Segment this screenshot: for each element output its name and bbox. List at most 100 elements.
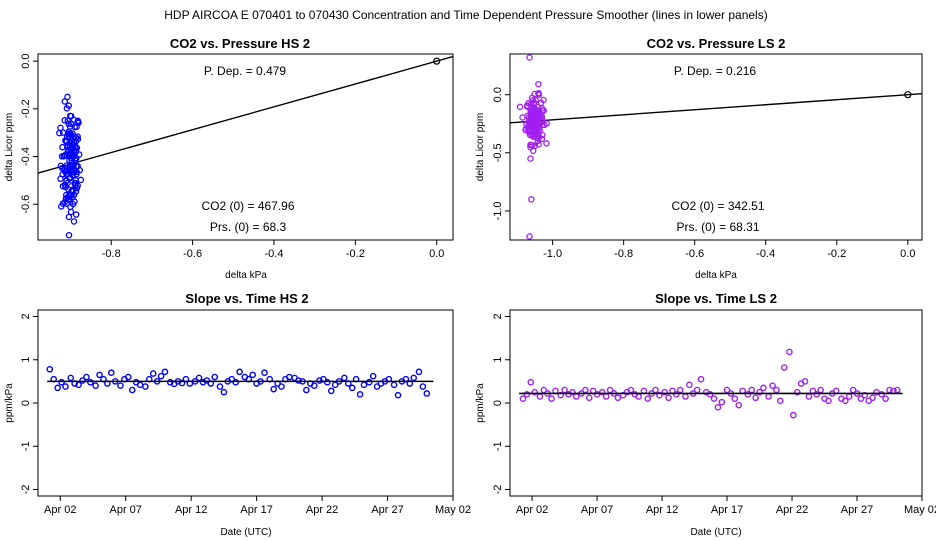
panel-ls-pressure-point <box>535 141 542 148</box>
panel-ls-time-point <box>661 388 668 396</box>
panel-hs-time-point <box>79 377 86 384</box>
panel-hs-time-point <box>394 391 402 399</box>
panel-hs-time-point <box>58 378 65 386</box>
panel-hs-time-point <box>178 379 186 387</box>
panel-hs-time-point <box>75 381 82 389</box>
panel-ls-pressure: CO2 vs. Pressure LS 2 P. Dep. = 0.216 CO… <box>475 36 923 281</box>
panel-ls-pressure-point <box>526 54 533 61</box>
panel-hs-pressure-point <box>67 208 75 216</box>
panel-ls-pressure-point <box>527 155 534 162</box>
panel-hs-time-point <box>161 368 169 376</box>
panel-ls-time-xtick-label: Apr 12 <box>646 504 678 516</box>
panel-ls-time-point <box>697 375 705 383</box>
panel-hs-pressure-point <box>70 218 78 225</box>
panel-ls-pressure-title: CO2 vs. Pressure LS 2 <box>647 36 786 51</box>
panel-ls-time-point <box>682 393 689 400</box>
panel-hs-pressure-point <box>74 118 82 125</box>
panel-hs-pressure-point <box>77 176 85 184</box>
panel-ls-time-point <box>760 384 767 392</box>
panel-hs-pressure-marks: -0.8 -0.6 -0.4 -0.2 0.0 0.0 -0.2 -0.4 -0.6 <box>20 54 453 260</box>
panel-ls-time-point <box>773 386 780 394</box>
panel-ls-pressure-point <box>519 114 526 121</box>
panel-hs-time-point <box>46 365 54 373</box>
panel-ls-time-point <box>861 391 869 399</box>
panel-hs-pressure-ytick-label: 0.0 <box>20 54 32 69</box>
panel-hs-time-ytick-label: 0 <box>20 400 32 406</box>
panel-ls-pressure-point <box>528 94 536 102</box>
panel-hs-pressure-point <box>61 98 69 105</box>
panel-hs-time-point <box>142 383 149 390</box>
panel-hs-time-frame <box>37 309 454 497</box>
panel-ls-pressure-prs-0: Prs. (0) = 68.31 <box>676 220 759 234</box>
panel-hs-pressure-point <box>62 191 70 199</box>
panel-hs-time-xtick-label: Apr 17 <box>240 504 272 516</box>
panel-hs-pressure-xtick-label: -0.2 <box>346 248 365 260</box>
panel-hs-time-ytick-label: -1 <box>20 441 32 451</box>
panel-ls-pressure-point <box>529 147 537 155</box>
panel-ls-time-point <box>813 391 821 398</box>
panel-hs-time: Slope vs. Time HS 2 Date (UTC) ppm/kPa A… <box>4 291 471 538</box>
panel-hs-time-point <box>236 368 243 376</box>
panel-hs-pressure-point <box>66 191 73 199</box>
panel-hs-time-point <box>92 382 99 389</box>
page-title: HDP AIRCOA E 070401 to 070430 Concentrat… <box>164 8 767 22</box>
panel-ls-time-point <box>548 395 555 402</box>
panel-hs-time-xtick-label: Apr 22 <box>306 504 338 516</box>
panel-ls-time-point <box>735 401 743 409</box>
panel-hs-pressure-xlabel: delta kPa <box>225 270 267 281</box>
panel-hs-time-point <box>96 371 103 379</box>
panel-hs-pressure-point <box>66 112 74 120</box>
panel-ls-time-xtick-label: Apr 22 <box>776 504 808 516</box>
panel-ls-pressure-xtick-label: -0.8 <box>614 248 633 260</box>
panel-hs-pressure-point <box>61 117 68 124</box>
panel-ls-pressure-point <box>535 134 543 141</box>
panel-hs-time-marks: Apr 02 Apr 07 Apr 12 Apr 17 Apr 22 Apr 27 May … <box>20 313 471 516</box>
panel-hs-time-point <box>249 371 257 379</box>
panel-ls-pressure-origin-point <box>904 91 912 99</box>
panel-ls-time-point <box>793 388 801 396</box>
panel-ls-time-point <box>614 394 622 402</box>
panel-ls-time-point <box>531 388 538 396</box>
panel-ls-time-xtick-label: Apr 07 <box>581 504 613 516</box>
panel-ls-time-point <box>673 391 680 398</box>
panel-hs-time-point <box>365 378 373 386</box>
panel-ls-time-point <box>593 391 601 398</box>
panel-ls-pressure-xtick-label: -1.0 <box>543 248 562 260</box>
panel-ls-pressure-point <box>535 80 542 88</box>
panel-ls-time-point <box>805 393 813 400</box>
panel-ls-time-point <box>723 386 731 394</box>
panel-hs-pressure-ytick-label: -0.6 <box>20 195 32 214</box>
panel-ls-pressure-point <box>535 91 543 99</box>
panel-hs-pressure-point <box>63 171 70 179</box>
panel-ls-time-ytick-label: 0 <box>492 400 504 406</box>
panel-hs-pressure-xtick-label: 0.0 <box>429 248 444 260</box>
panel-ls-pressure-point <box>526 233 533 240</box>
panel-ls-time-point <box>777 397 784 405</box>
panel-hs-time-point <box>136 381 144 389</box>
panel-ls-pressure-marks: -1.0 -0.8 -0.6 -0.4 -0.2 0.0 0.0 -0.5 -1.0 <box>492 54 922 260</box>
panel-ls-time-point <box>557 391 564 399</box>
panel-ls-pressure-point <box>530 130 538 137</box>
panel-hs-pressure-ytick-label: -0.2 <box>20 99 32 118</box>
panel-hs-time-point <box>195 374 203 382</box>
panel-ls-time-xlabel: Date (UTC) <box>690 527 741 538</box>
panel-ls-pressure-ytick-label: -1.0 <box>492 201 504 220</box>
panel-hs-pressure-point <box>72 211 80 218</box>
panel-hs-pressure-point <box>62 137 70 145</box>
panel-hs-time-point <box>211 373 219 381</box>
panel-hs-pressure-point <box>61 165 69 172</box>
panel-hs-time-point <box>303 386 310 394</box>
panel-ls-pressure-co2-0: CO2 (0) = 342.51 <box>671 199 764 213</box>
panel-hs-pressure-point <box>66 130 73 138</box>
panel-hs-time-point <box>220 388 228 396</box>
panel-hs-pressure-xtick-label: -0.8 <box>102 248 121 260</box>
panel-hs-pressure-fit-line <box>38 55 453 174</box>
panel-hs-time-point <box>232 378 239 386</box>
panel-hs-time-point <box>125 373 132 381</box>
panel-ls-time-point <box>561 386 568 394</box>
panel-ls-time-point <box>606 386 614 394</box>
panel-hs-time-xlabel: Date (UTC) <box>220 527 271 538</box>
panel-ls-time-point <box>882 395 889 402</box>
panel-ls-time-point <box>873 388 880 396</box>
